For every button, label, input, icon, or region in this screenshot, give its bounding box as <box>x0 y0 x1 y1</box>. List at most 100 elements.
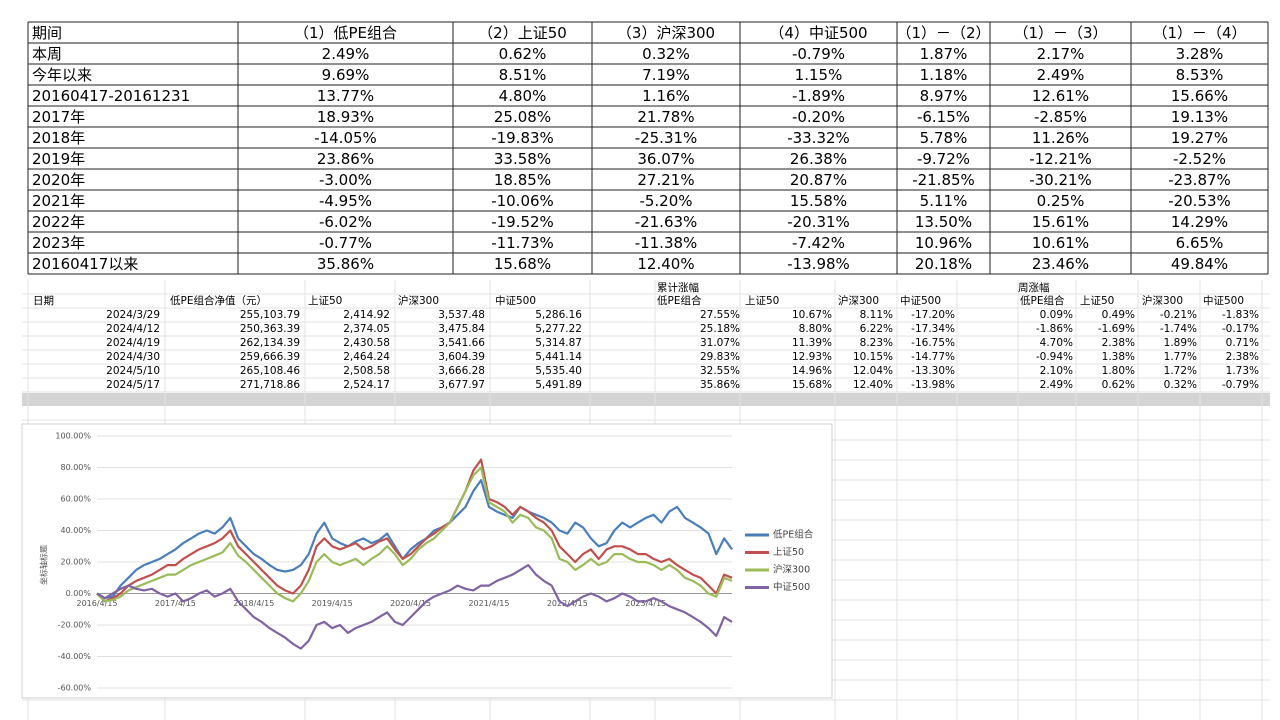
table-cell: -0.17% <box>1222 323 1259 335</box>
table-cell: -25.31% <box>635 129 698 147</box>
header-cell: （1）－（2） <box>896 24 990 42</box>
table-cell: 2,508.58 <box>343 365 390 377</box>
table-cell: -2.85% <box>1034 108 1087 126</box>
table-cell: 1.80% <box>1102 365 1135 377</box>
table-cell: 15.68% <box>792 379 832 391</box>
x-tick-label: 2021/4/15 <box>468 599 509 608</box>
x-tick-label: 2019/4/15 <box>312 599 353 608</box>
legend-label: 中证500 <box>773 581 810 593</box>
table-cell: -17.34% <box>911 323 955 335</box>
table-cell: 0.62% <box>499 45 547 63</box>
table-cell: -12.21% <box>1029 150 1092 168</box>
table-cell: 8.53% <box>1176 66 1224 84</box>
table-cell: 1.15% <box>795 66 843 84</box>
table-cell: -20.31% <box>787 213 850 231</box>
table-cell: 49.84% <box>1171 255 1228 273</box>
table-cell: 259,666.39 <box>240 351 300 363</box>
table-cell: 2,374.05 <box>343 323 390 335</box>
table-cell: 2020年 <box>32 171 85 189</box>
table-cell: 35.86% <box>317 255 374 273</box>
series-line <box>96 466 733 603</box>
table-cell: 2,464.24 <box>343 351 390 363</box>
table-cell: -11.38% <box>635 234 698 252</box>
table-cell: 13.77% <box>317 87 374 105</box>
table-cell: 2.49% <box>322 45 370 63</box>
header-cell: （1）－（3） <box>1013 24 1107 42</box>
table-cell: 1.72% <box>1164 365 1197 377</box>
header-cell: 中证500 <box>495 294 536 307</box>
table-cell: 6.22% <box>860 323 893 335</box>
table-cell: 26.38% <box>790 150 847 168</box>
table-cell: 3,604.39 <box>438 351 485 363</box>
table-cell: -5.20% <box>639 192 692 210</box>
header-cell: 沪深300 <box>1142 294 1183 307</box>
table-cell: 265,108.46 <box>240 365 300 377</box>
group-header: 周涨幅 <box>1018 281 1050 294</box>
y-tick-label: -20.00% <box>58 621 92 630</box>
x-tick-label: 2020/4/15 <box>390 599 431 608</box>
header-cell: （1）－（4） <box>1152 24 1246 42</box>
table-cell: -19.52% <box>491 213 554 231</box>
table-cell: 23.86% <box>317 150 374 168</box>
table-cell: 4.70% <box>1040 337 1073 349</box>
table-cell: 2,414.92 <box>343 309 390 321</box>
table-cell: 0.71% <box>1226 337 1259 349</box>
table-cell: 4.80% <box>499 87 547 105</box>
header-cell: 中证500 <box>900 294 941 307</box>
table-cell: 8.23% <box>860 337 893 349</box>
table-cell: 262,134.39 <box>240 337 300 349</box>
table-cell: 33.58% <box>494 150 551 168</box>
table-cell: 27.21% <box>637 171 694 189</box>
table-cell: -21.85% <box>912 171 975 189</box>
table-cell: 5,441.14 <box>535 351 582 363</box>
table-cell: 0.09% <box>1040 309 1073 321</box>
table-cell: -0.20% <box>792 108 845 126</box>
table-cell: -16.75% <box>911 337 955 349</box>
table-cell: -0.79% <box>792 45 845 63</box>
table-cell: 1.87% <box>920 45 968 63</box>
table-cell: 21.78% <box>637 108 694 126</box>
table-cell: 2.49% <box>1040 379 1073 391</box>
table-cell: -23.87% <box>1168 171 1231 189</box>
table-cell: 3.28% <box>1176 45 1224 63</box>
y-tick-label: 60.00% <box>60 495 91 504</box>
table-cell: 1.89% <box>1164 337 1197 349</box>
table-cell: -0.79% <box>1222 379 1259 391</box>
table-cell: -13.98% <box>787 255 850 273</box>
table-cell: 10.15% <box>853 351 893 363</box>
table-cell: 2.17% <box>1037 45 1085 63</box>
table-cell: 2022年 <box>32 213 85 231</box>
y-tick-label: -60.00% <box>58 684 92 693</box>
table-cell: 5.78% <box>920 129 968 147</box>
table-cell: 36.07% <box>637 150 694 168</box>
table-cell: 31.07% <box>700 337 740 349</box>
y-tick-label: 80.00% <box>60 463 91 472</box>
table-cell: -1.74% <box>1160 323 1197 335</box>
table-cell: -7.42% <box>792 234 845 252</box>
table-cell: 35.86% <box>700 379 740 391</box>
table-cell: 27.55% <box>700 309 740 321</box>
table-cell: 7.19% <box>642 66 690 84</box>
header-cell: 期间 <box>32 24 62 42</box>
table-cell: -0.77% <box>319 234 372 252</box>
table-cell: -13.30% <box>911 365 955 377</box>
table-cell: -4.95% <box>319 192 372 210</box>
table-cell: -30.21% <box>1029 171 1092 189</box>
table-cell: -1.83% <box>1222 309 1259 321</box>
table-cell: 13.50% <box>915 213 972 231</box>
series-line <box>96 479 733 600</box>
table-cell: 12.04% <box>853 365 893 377</box>
x-tick-label: 2018/4/15 <box>233 599 274 608</box>
table-cell: 2,524.17 <box>343 379 390 391</box>
table-cell: 15.58% <box>790 192 847 210</box>
table-cell: 8.80% <box>799 323 832 335</box>
header-cell: 沪深300 <box>398 294 439 307</box>
table-cell: 23.46% <box>1032 255 1089 273</box>
table-cell: 0.32% <box>1164 379 1197 391</box>
table-cell: 15.68% <box>494 255 551 273</box>
table-cell: 20.18% <box>915 255 972 273</box>
y-tick-label: 0.00% <box>66 589 92 598</box>
y-axis-title: 坐标轴标题 <box>39 545 49 585</box>
table-cell: 2024/4/12 <box>106 323 160 335</box>
table-cell: 5,314.87 <box>535 337 582 349</box>
